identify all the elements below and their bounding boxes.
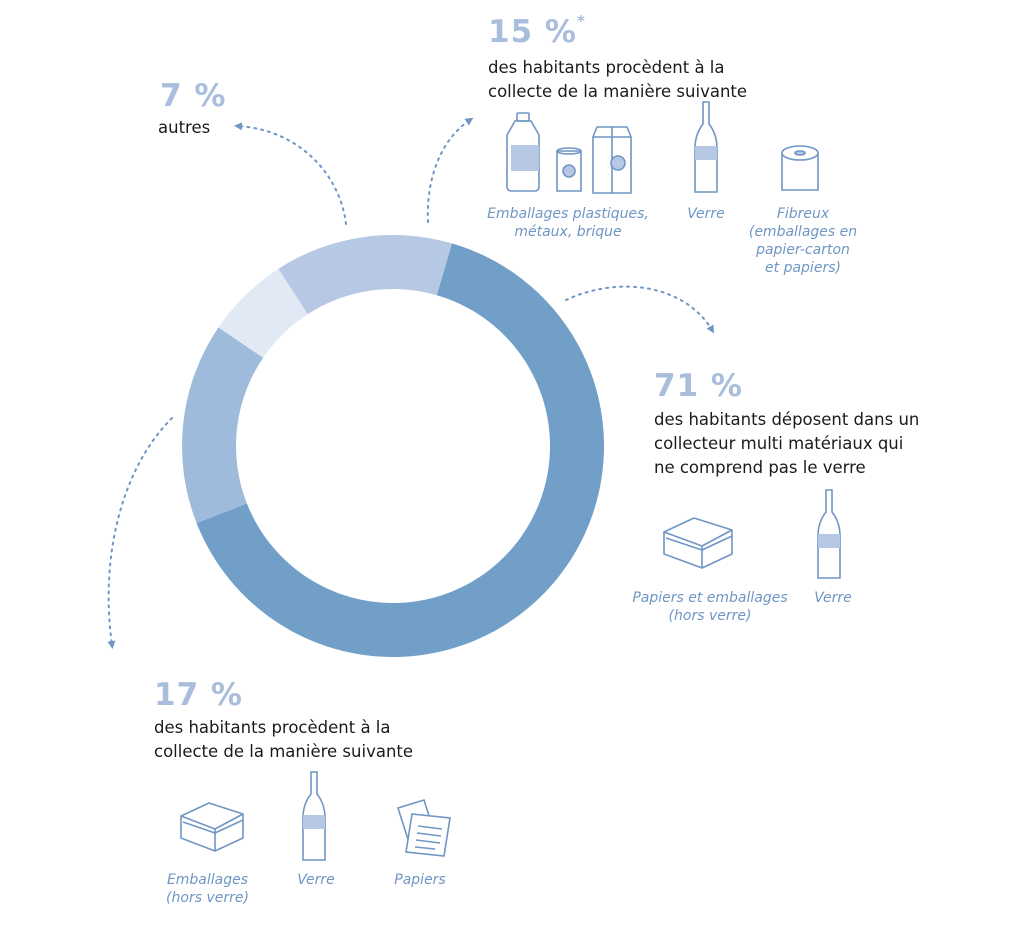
caption-fibreux: Fibreux (emballages en papier-carton et … [748,206,858,276]
donut-chart [182,235,604,657]
donut-slice-17 [182,327,264,524]
caption-emballages-17: Emballages (hors verre) [166,872,249,906]
caption-verre-17: Verre [297,872,335,888]
arrow-to-15 [426,117,474,223]
caption-emballages-plastiques: Emballages plastiques, métaux, brique [487,206,649,240]
milk-carton-icon [592,126,632,194]
box-icon [663,517,733,569]
glass-bottle-icon [302,771,326,861]
arrow-to-71 [565,285,715,334]
asterisk: * [577,12,586,30]
percentage-71: 71 % [654,368,743,404]
plastic-bottle-icon [506,112,540,192]
description-17: des habitants procèdent à la collecte de… [154,718,414,761]
percentage-15: 15 %* [488,12,586,50]
papers-icon [396,799,451,857]
description-71: des habitants déposent dans un collecteu… [654,410,920,477]
glass-bottle-icon [817,489,841,579]
glass-bottle-icon [694,101,718,193]
percentage-17: 17 % [154,677,243,713]
arrow-to-17 [107,417,173,649]
paper-roll-icon [781,145,819,191]
can-icon [556,147,582,192]
box-icon [180,802,244,852]
percentage-7: 7 % [160,78,227,114]
description-15: des habitants procèdent à la collecte de… [488,58,748,101]
caption-verre-71: Verre [814,590,852,606]
percentage-15-value: 15 % [488,14,577,50]
arrow-to-autres [234,122,347,225]
caption-verre-top: Verre [687,206,725,222]
description-autres: autres [158,118,211,137]
caption-papiers-emballages: Papiers et emballages (hors verre) [632,590,788,624]
donut-slice-7 [218,268,308,358]
donut-slice-15 [278,235,452,315]
caption-papiers-17: Papiers [394,872,446,888]
